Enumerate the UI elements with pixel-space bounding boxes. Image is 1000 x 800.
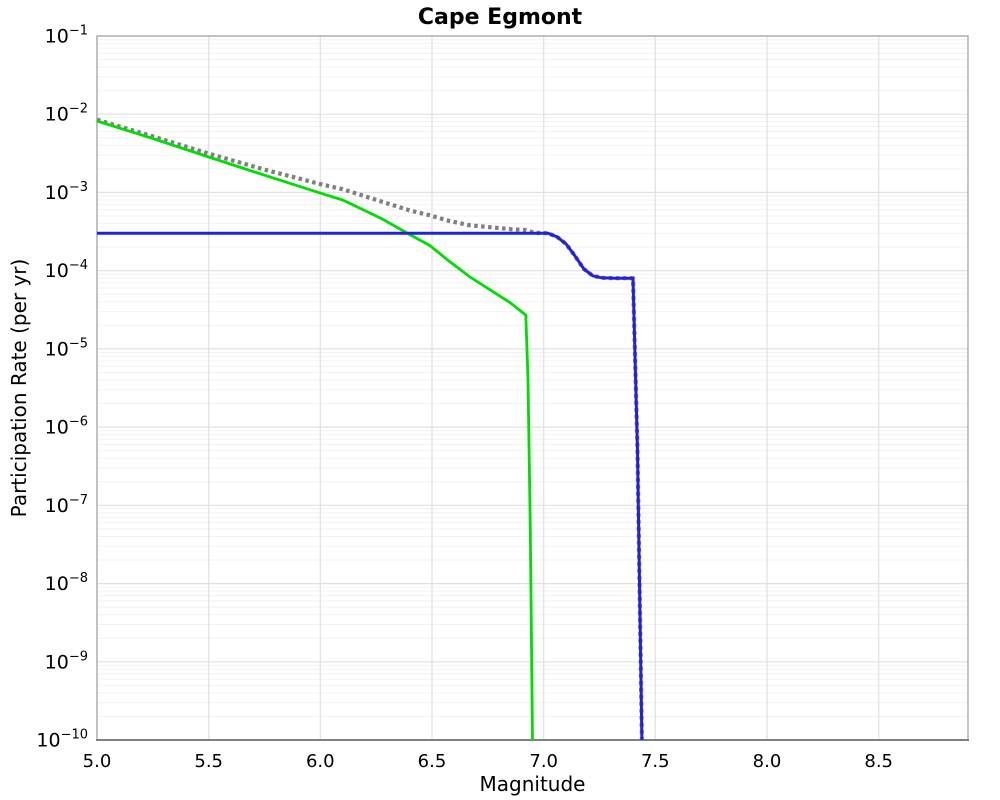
- series-total-rate-gray-dotted: [96, 117, 644, 741]
- x-tick-label: 6.5: [418, 751, 447, 772]
- y-tick-label: 10−3: [45, 180, 88, 204]
- x-tick-label: 7.0: [529, 751, 558, 772]
- series-characteristic-rate-green: [96, 119, 534, 741]
- x-tick-label: 8.5: [864, 751, 893, 772]
- y-tick-label: 10−5: [45, 336, 88, 360]
- y-tick-label: 10−1: [45, 24, 88, 48]
- y-tick-label: 10−9: [45, 649, 88, 673]
- y-tick-label: 10−4: [45, 258, 88, 282]
- y-axis-label: Participation Rate (per yr): [7, 258, 31, 518]
- y-tick-label: 10−2: [45, 102, 88, 126]
- x-tick-label: 7.5: [641, 751, 670, 772]
- x-tick-label: 5.5: [194, 751, 223, 772]
- x-tick-label: 6.0: [306, 751, 335, 772]
- series-gr-rate-blue: [97, 231, 644, 741]
- x-tick-label: 8.0: [753, 751, 782, 772]
- x-tick-label: 5.0: [83, 751, 112, 772]
- chart-title: Cape Egmont: [417, 5, 583, 30]
- y-tick-label: 10−6: [45, 415, 88, 439]
- y-tick-label: 10−10: [36, 728, 88, 752]
- x-axis-label: Magnitude: [479, 772, 586, 796]
- y-tick-label: 10−7: [45, 493, 88, 517]
- y-tick-label: 10−8: [45, 571, 88, 595]
